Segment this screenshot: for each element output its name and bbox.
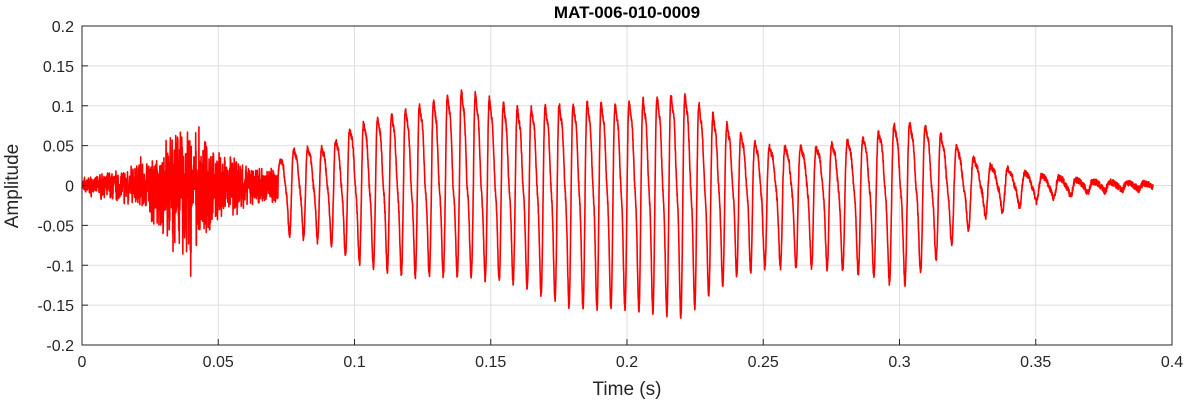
x-tick-label: 0.2 xyxy=(616,354,638,371)
y-tick-label: -0.05 xyxy=(38,218,75,235)
waveform-line xyxy=(81,89,1154,319)
x-axis-ticks: 0 0.05 0.1 0.15 0.2 0.25 0.3 0.35 0.4 xyxy=(78,339,1183,371)
chart-title: MAT-006-010-0009 xyxy=(554,3,700,22)
y-tick-label: 0 xyxy=(65,179,74,196)
x-tick-label: 0.4 xyxy=(1161,354,1183,371)
x-tick-label: 0.1 xyxy=(343,354,365,371)
y-tick-label: 0.2 xyxy=(52,19,74,36)
x-tick-label: 0.35 xyxy=(1020,354,1051,371)
x-axis-label: Time (s) xyxy=(593,379,662,400)
x-tick-label: 0 xyxy=(78,354,87,371)
y-tick-label: 0.1 xyxy=(52,99,74,116)
y-tick-label: 0.05 xyxy=(43,139,74,156)
x-tick-label: 0.05 xyxy=(203,354,234,371)
y-tick-label: -0.2 xyxy=(46,338,74,355)
y-tick-label: -0.1 xyxy=(46,258,74,275)
y-tick-label: -0.15 xyxy=(38,298,75,315)
y-axis-label: Amplitude xyxy=(2,144,23,229)
y-axis-ticks: -0.2 -0.15 -0.1 -0.05 0 0.05 0.1 0.15 0.2 xyxy=(38,19,88,355)
x-tick-label: 0.15 xyxy=(475,354,506,371)
y-tick-label: 0.15 xyxy=(43,59,74,76)
x-tick-label: 0.3 xyxy=(888,354,910,371)
x-tick-label: 0.25 xyxy=(748,354,779,371)
